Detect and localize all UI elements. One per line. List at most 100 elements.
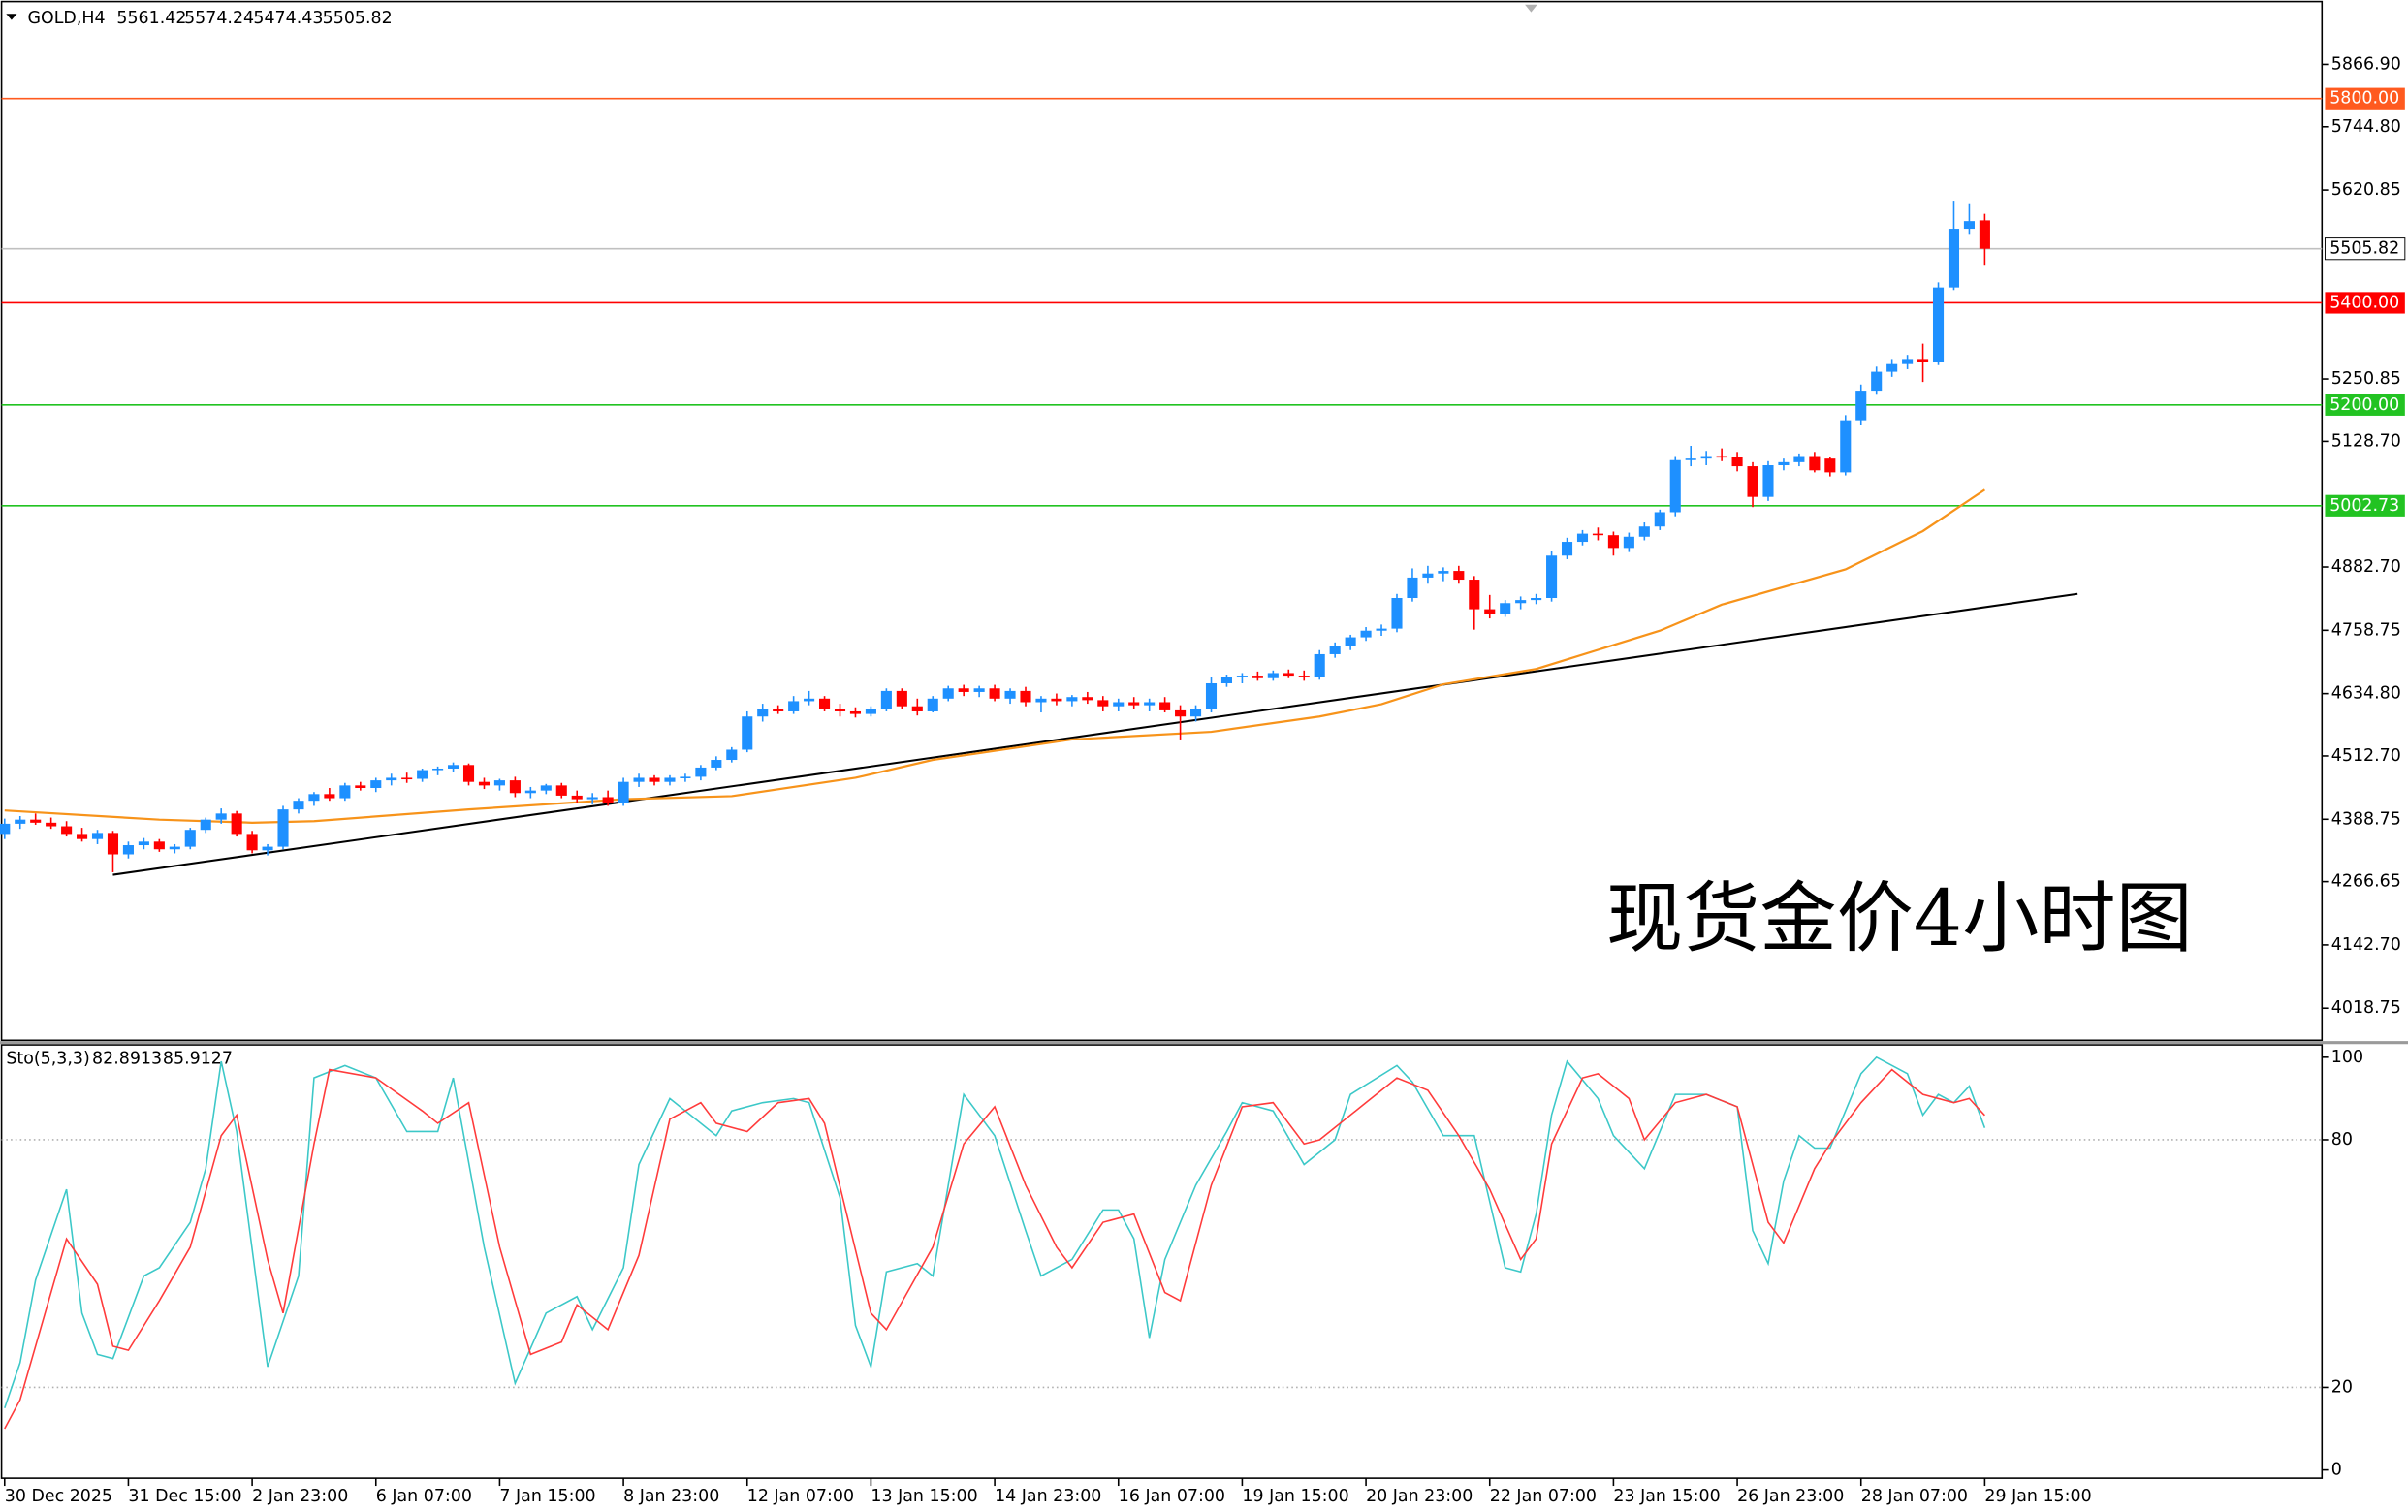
candle-body (1531, 598, 1542, 601)
candle-body (30, 819, 42, 823)
candle-body (77, 834, 88, 839)
candle-body (1747, 466, 1758, 497)
candle-body (0, 823, 11, 835)
x-tick-label: 12 Jan 07:00 (747, 1487, 854, 1506)
symbol: GOLD,H4 (28, 9, 106, 28)
open-value: 5561.42 (116, 9, 186, 28)
y-tick-label: 0 (2331, 1461, 2342, 1480)
x-tick-label: 14 Jan 23:00 (995, 1487, 1101, 1506)
level-label-box (2325, 394, 2405, 416)
candle-body (1623, 536, 1634, 549)
candle-body (1035, 698, 1047, 703)
candle-body (355, 785, 366, 789)
current-price-box (2324, 237, 2406, 261)
y-tick-label: 4266.65 (2331, 872, 2401, 892)
trendline (112, 592, 2078, 876)
x-tick-label: 2 Jan 23:00 (252, 1487, 348, 1506)
stoch-d-value: 85.9127 (163, 1049, 233, 1068)
x-tick-label: 26 Jan 23:00 (1737, 1487, 1844, 1506)
candle-body (973, 688, 985, 692)
x-tick-label: 30 Dec 2025 (5, 1487, 112, 1506)
candle-body (927, 698, 938, 711)
y-tick-label: 20 (2331, 1377, 2353, 1397)
candle-body (711, 760, 722, 768)
candle-body (1205, 682, 1218, 709)
candle-body (386, 777, 397, 781)
candle-body (1144, 702, 1156, 706)
high-value: 5574.24 (184, 9, 254, 28)
candle-body (1948, 229, 1960, 288)
candle-body (509, 780, 521, 794)
candle-body (865, 709, 876, 714)
y-tick-label: 5744.80 (2331, 117, 2401, 137)
candle-body (15, 819, 26, 824)
x-tick-label: 23 Jan 15:00 (1613, 1487, 1720, 1506)
candle-body (462, 765, 475, 782)
candle-body (293, 801, 304, 810)
candle-body (1220, 677, 1233, 683)
candle-body (401, 777, 413, 780)
y-tick-label: 4512.70 (2331, 746, 2401, 766)
candle-body (695, 767, 707, 777)
x-tick-label: 28 Jan 07:00 (1861, 1487, 1968, 1506)
candle-body (726, 749, 738, 761)
candle-body (1283, 673, 1294, 677)
candle-body (200, 819, 211, 831)
candle-body (1669, 459, 1681, 513)
candle-body (773, 709, 784, 711)
y-tick-label: 5620.85 (2331, 180, 2401, 200)
y-tick-label: 5250.85 (2331, 369, 2401, 389)
candle-body (153, 841, 165, 850)
level-label-box (2325, 494, 2405, 517)
candle-body (308, 794, 320, 802)
candle-body (1607, 535, 1619, 549)
y-tick-label: 4142.70 (2331, 935, 2401, 955)
moving-average (4, 488, 1986, 824)
candle-body (1871, 371, 1883, 392)
candle-body (880, 690, 892, 709)
candle-body (571, 795, 583, 800)
current-price-label: 5505.82 (2329, 239, 2399, 259)
candle-body (1638, 526, 1650, 537)
x-tick-label: 6 Jan 07:00 (376, 1487, 472, 1506)
candle-body (448, 765, 459, 769)
level-label: 5002.73 (2329, 496, 2399, 516)
candle-body (680, 776, 691, 778)
candle-body (1469, 580, 1480, 610)
candle-body (1515, 600, 1527, 604)
x-tick-label: 31 Dec 15:00 (128, 1487, 241, 1506)
candle-body (649, 777, 660, 782)
candle-body (849, 710, 862, 714)
candle-body (339, 785, 351, 799)
candle-body (1963, 221, 1975, 230)
stoch-line (4, 1068, 1985, 1430)
candle-body (1113, 702, 1125, 707)
candle-body (1685, 458, 1696, 460)
x-tick-label: 8 Jan 23:00 (623, 1487, 719, 1506)
candle-body (1731, 457, 1743, 467)
candle-body (757, 709, 769, 717)
y-tick-label: 4634.80 (2331, 684, 2401, 704)
candle-body (1438, 571, 1449, 574)
candle-body (277, 809, 289, 847)
y-tick-label: 80 (2331, 1130, 2353, 1150)
candle-body (664, 777, 676, 782)
x-tick-label: 20 Jan 23:00 (1366, 1487, 1473, 1506)
candle-body (1345, 637, 1356, 646)
candle-body (1886, 363, 1898, 372)
candle-body (1902, 359, 1914, 364)
candle-body (417, 770, 428, 779)
candle-body (61, 826, 73, 835)
candle-body (1422, 573, 1434, 578)
candle-body (1840, 420, 1852, 473)
level-label: 5200.00 (2329, 395, 2399, 415)
candle-body (122, 845, 134, 855)
candle-body (1917, 359, 1929, 362)
candle-body (138, 841, 149, 846)
candle-body (1314, 653, 1325, 677)
candle-body (633, 777, 645, 782)
candle-body (46, 822, 57, 827)
candle-body (184, 830, 196, 847)
